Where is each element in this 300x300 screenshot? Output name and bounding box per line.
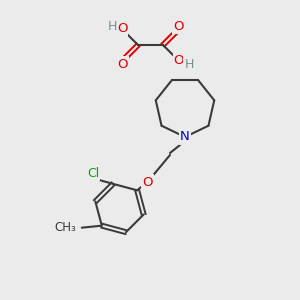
Text: O: O: [118, 58, 128, 70]
Text: H: H: [184, 58, 194, 70]
Text: O: O: [142, 176, 153, 188]
Text: O: O: [173, 20, 183, 32]
Text: Cl: Cl: [87, 167, 99, 180]
Text: O: O: [117, 22, 127, 35]
Text: N: N: [180, 130, 190, 143]
Text: O: O: [174, 55, 184, 68]
Text: H: H: [107, 20, 117, 32]
Text: CH₃: CH₃: [54, 221, 76, 234]
